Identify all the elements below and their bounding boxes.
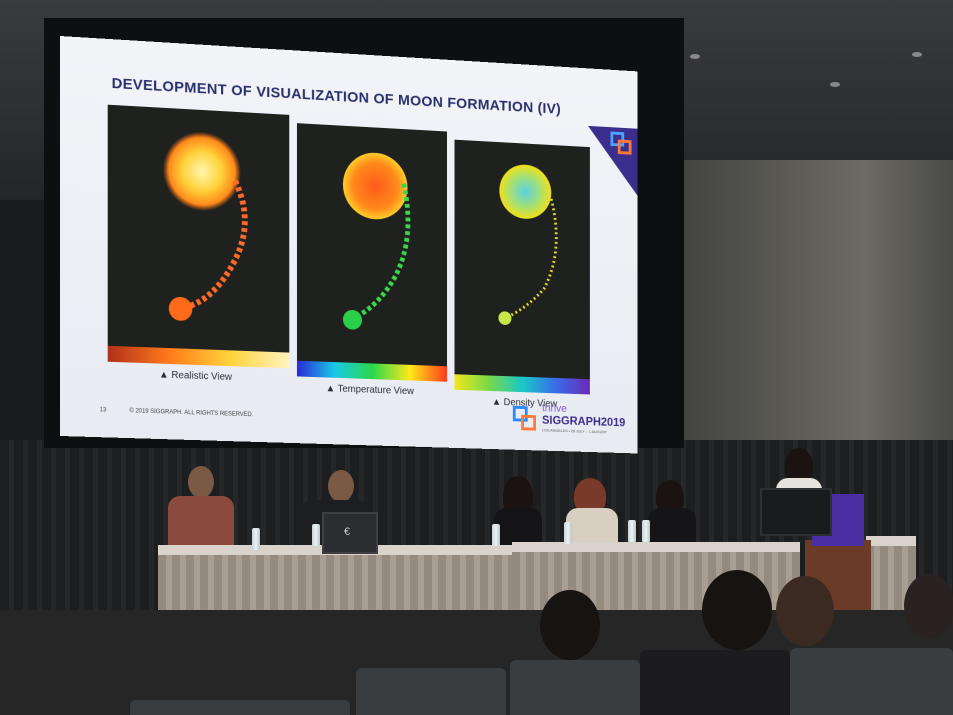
ceiling-light	[690, 54, 700, 59]
audience-seat	[130, 700, 350, 715]
laptop-logo-icon: €	[344, 526, 356, 538]
panelist-head	[188, 466, 214, 498]
water-bottle	[312, 524, 320, 546]
panelist-body	[168, 496, 234, 552]
audience-member	[904, 574, 953, 638]
water-bottle	[642, 520, 650, 542]
panelist-head	[328, 470, 354, 502]
audience-member	[776, 576, 834, 646]
panelist-body	[648, 508, 696, 544]
temperature-view-panel	[297, 123, 447, 369]
audience-seat	[640, 650, 790, 715]
audience-seat	[790, 648, 953, 715]
brand-subline: LOS ANGELES • 28 JULY – 1 AUGUST	[542, 427, 607, 434]
realistic-simulation-image	[108, 105, 290, 356]
water-bottle	[252, 528, 260, 550]
temperature-view-caption: ▲ Temperature View	[326, 383, 414, 397]
panelist-body	[494, 508, 542, 546]
slide-copyright: © 2019 SIGGRAPH. ALL RIGHTS RESERVED.	[129, 408, 253, 418]
ceiling-light	[912, 52, 922, 57]
water-bottle	[564, 522, 572, 544]
ceiling-light	[830, 82, 840, 87]
panelist-body	[566, 508, 618, 546]
presentation-slide: DEVELOPMENT OF VISUALIZATION OF MOON FOR…	[60, 36, 637, 453]
density-view-panel	[455, 140, 590, 382]
water-bottle	[628, 520, 636, 542]
realistic-view-panel	[108, 105, 290, 356]
laptop: €	[322, 512, 378, 554]
audience-member	[540, 590, 600, 660]
density-simulation-image	[455, 140, 590, 382]
water-bottle	[492, 524, 500, 546]
slide-page-number: 13	[100, 407, 107, 413]
temperature-simulation-image	[297, 123, 447, 369]
brand-name: SIGGRAPH2019	[542, 413, 625, 429]
realistic-view-caption: ▲ Realistic View	[159, 370, 232, 383]
audience-member	[702, 570, 772, 650]
siggraph-logo-icon	[610, 131, 634, 157]
podium-monitor	[760, 488, 832, 536]
audience-seat	[356, 668, 506, 715]
siggraph-logo-icon	[512, 405, 538, 433]
audience-seat	[510, 660, 640, 715]
siggraph-brand: thrive SIGGRAPH2019 LOS ANGELES • 28 JUL…	[512, 401, 613, 443]
corner-badge	[588, 126, 637, 196]
